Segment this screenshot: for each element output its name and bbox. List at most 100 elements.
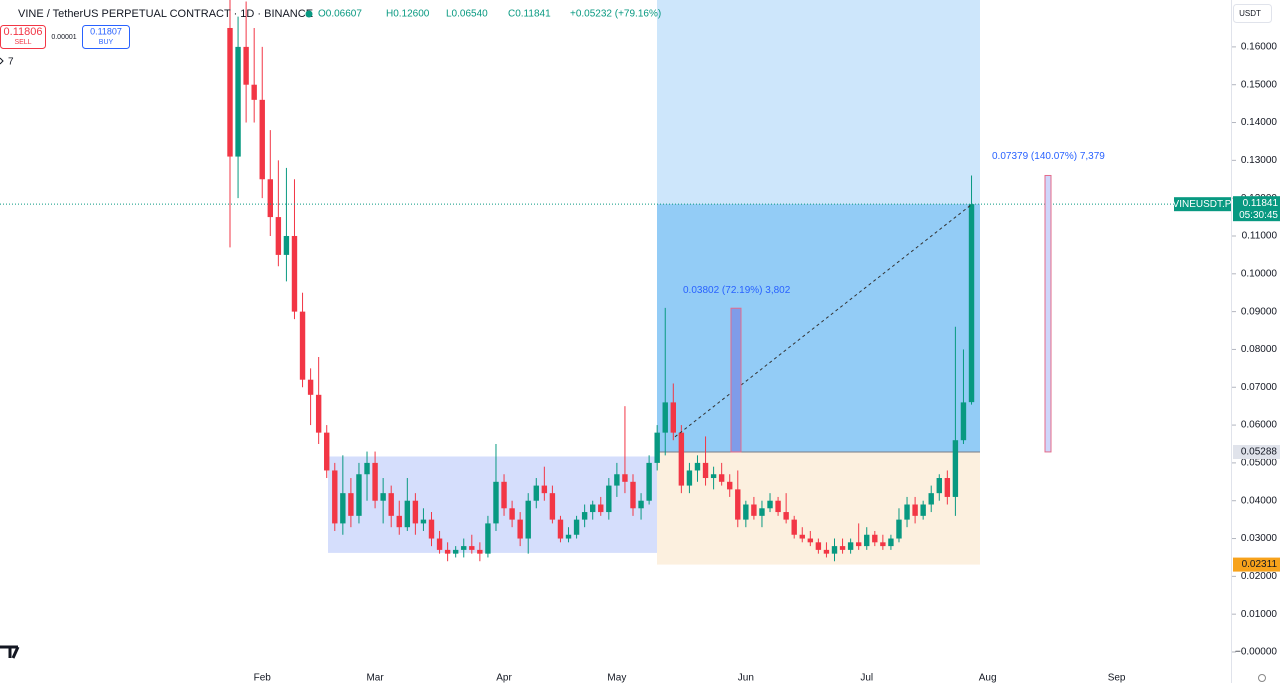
symbol-label: VINEUSDT.P [1173,199,1232,210]
ohlc-value: L0.06540 [446,9,488,20]
x-tick-label: Jul [860,673,873,683]
entry-label: 0.05288 [1241,447,1278,458]
candle-body [452,549,459,554]
status-dot [305,10,313,18]
candle-body [743,504,749,520]
chart-title: VINE / TetherUS PERPETUAL CONTRACT · 1D … [18,8,313,20]
candle-body [638,500,644,509]
candle-body [904,504,910,520]
countdown: 05:30:45 [1239,210,1278,221]
y-tick-label: 0.08000 [1241,344,1278,355]
x-tick-label: Feb [254,673,272,683]
ohlc-value: +0.05232 (+79.16%) [570,9,661,20]
candle-body [775,500,781,513]
last-price-tag [1233,196,1280,222]
candles [227,0,975,562]
candle-body [767,500,773,509]
candle-body [243,46,249,85]
candle-body [275,217,282,255]
candle-body [718,474,725,482]
candle-body [259,99,265,180]
candle-body [404,500,411,528]
candle-body [348,493,354,516]
candle-body [525,500,531,539]
candle-body [880,542,886,547]
y-tick-label: 0.01000 [1241,609,1278,620]
candle-body [396,515,402,528]
candle-body [630,481,636,509]
sell-label: SELL [14,39,31,46]
candle-body [517,519,523,539]
candle-body [549,493,556,520]
trend-line [674,203,973,438]
x-tick-label: Mar [366,673,384,683]
candle-body [444,549,451,554]
stop-label: 0.02311 [1242,559,1278,570]
candle-body [485,523,491,554]
candle-body [493,481,499,524]
candle-body [686,470,693,486]
y-tick-label: 0.13000 [1241,155,1278,166]
candle-body [807,538,814,543]
candle-body [735,489,741,520]
x-tick-label: May [607,673,626,683]
candle-body [436,538,443,550]
candle-body [694,462,701,471]
candle-body [831,546,838,554]
y-tick-label: 0.09000 [1241,306,1278,317]
x-tick-label: Apr [496,673,512,683]
currency-button[interactable] [1233,4,1272,23]
candle-body [823,549,830,554]
candle-body [501,481,507,509]
candle-body [509,508,515,520]
candle-body [727,481,733,490]
y-tick-label: 0.16000 [1241,42,1278,53]
drawings [328,0,980,565]
candle-body [896,519,902,539]
currency: USDT [1239,9,1261,18]
logo [0,645,20,659]
labels: VINE / TetherUS PERPETUAL CONTRACT · 1D … [0,4,1280,683]
candle-body [678,432,685,486]
candle-body [299,311,306,380]
y-tick-label: 0.15000 [1241,79,1278,90]
candle-body [855,542,862,547]
candle-body [412,500,419,524]
candle-body [533,485,539,501]
y-tick-label: 0.14000 [1241,117,1278,128]
candle-body [662,402,668,433]
y-tick-label: 0.06000 [1241,420,1278,431]
buy-button[interactable] [82,25,130,49]
candle-body [573,519,580,535]
y-tick-label: 0.04000 [1241,495,1278,506]
indicator-count: 7 [8,57,14,68]
ohlc-value: C0.11841 [508,9,551,20]
candle-body [815,542,822,550]
y-tick-label: 0.10000 [1241,268,1278,279]
candle-body [388,493,394,516]
candle-body [356,474,362,516]
sell-button[interactable] [0,25,46,49]
candle-body [614,474,620,486]
candle-body [307,379,314,395]
buy-label: BUY [99,39,114,46]
candle-body [364,462,370,475]
stop-tag [1233,557,1280,572]
settings-icon[interactable] [1258,674,1266,682]
candle-body [702,462,709,479]
spread: 0.00001 [51,34,76,41]
x-tick-label: Sep [1108,673,1126,683]
indicator-toggle[interactable] [0,57,4,65]
candle-body [372,462,378,501]
candle-body [783,512,789,520]
candle-body [324,432,330,471]
candle-body [251,84,257,100]
measure-bar [1044,174,1052,453]
candle-body [227,27,233,157]
candle-body [557,519,564,539]
candle-body [581,512,588,520]
y-tick-label: 0.11000 [1242,231,1278,242]
candle-body [839,546,846,550]
candle-body [477,549,483,554]
